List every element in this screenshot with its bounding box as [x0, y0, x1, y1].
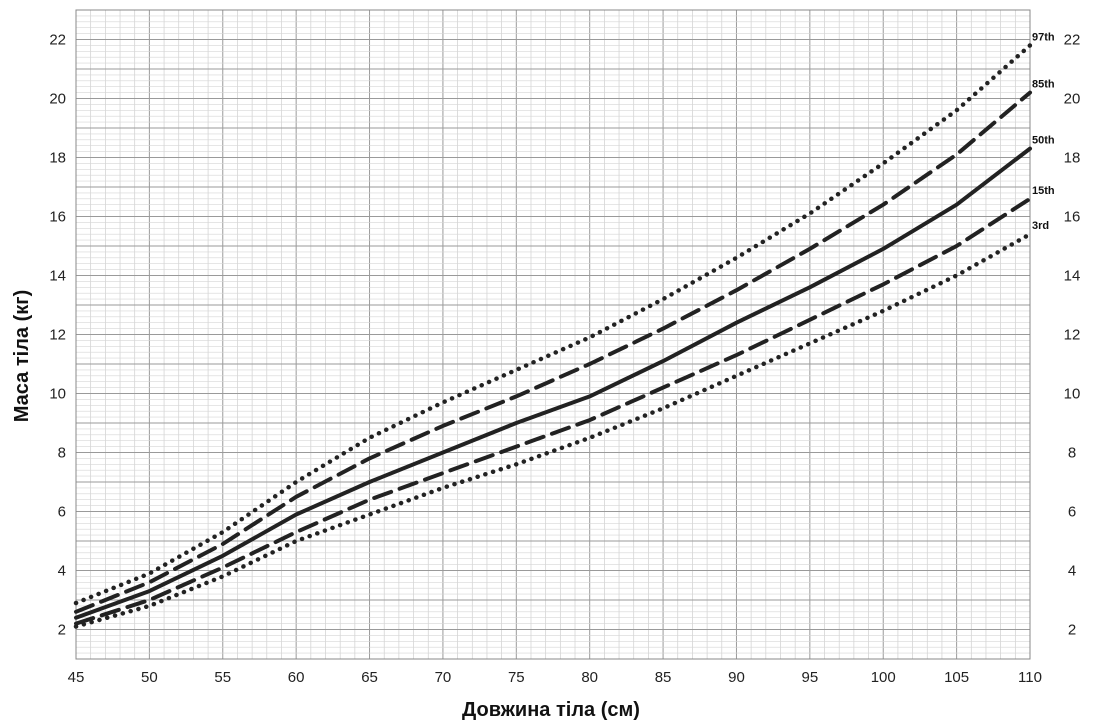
y-tick-label-right: 2	[1068, 622, 1076, 639]
series-label-85th: 85th	[1032, 79, 1055, 91]
y-tick-label-left: 12	[49, 327, 66, 344]
series-line-85th	[74, 90, 1032, 614]
series-label-15th: 15th	[1032, 185, 1055, 197]
y-tick-label-left: 14	[49, 268, 66, 285]
x-tick-label: 45	[68, 669, 85, 686]
x-tick-label: 105	[944, 669, 969, 686]
grid	[75, 9, 1031, 660]
y-tick-label-right: 4	[1068, 563, 1076, 580]
y-tick-label-right: 10	[1064, 386, 1081, 403]
x-tick-label: 110	[1018, 669, 1042, 686]
y-tick-label-right: 6	[1068, 504, 1076, 521]
x-tick-label: 100	[871, 669, 896, 686]
y-tick-label-left: 16	[49, 209, 66, 226]
series-line-3rd	[73, 231, 1033, 629]
series-lines	[73, 43, 1033, 629]
x-tick-label: 80	[581, 669, 598, 686]
y-tick-label-left: 20	[49, 91, 66, 108]
y-tick-label-left: 18	[49, 150, 66, 167]
y-tick-label-right: 16	[1064, 209, 1081, 226]
plot-border	[75, 9, 1031, 660]
series-label-50th: 50th	[1032, 135, 1055, 147]
y-tick-label-left: 22	[49, 32, 66, 49]
series-label-3rd: 3rd	[1032, 220, 1049, 232]
x-tick-label: 65	[361, 669, 378, 686]
x-tick-label: 75	[508, 669, 525, 686]
series-label-97th: 97th	[1032, 31, 1055, 43]
y-tick-label-right: 8	[1068, 445, 1076, 462]
y-tick-label-left: 6	[58, 504, 66, 521]
y-tick-label-left: 4	[58, 563, 66, 580]
series-line-97th	[73, 43, 1033, 606]
series-labels: 97th 85th 50th 15th 3rd	[1032, 31, 1055, 232]
x-tick-label: 90	[728, 669, 745, 686]
y-tick-label-right: 18	[1064, 150, 1081, 167]
y-tick-label-left: 10	[49, 386, 66, 403]
x-tick-label: 60	[288, 669, 305, 686]
series-line-15th	[74, 196, 1032, 626]
x-tick-label: 70	[435, 669, 452, 686]
y-tick-label-right: 20	[1064, 91, 1081, 108]
y-tick-label-right: 14	[1064, 268, 1081, 285]
y-tick-label-left: 8	[58, 445, 66, 462]
x-tick-label: 50	[141, 669, 158, 686]
x-tick-label: 55	[214, 669, 231, 686]
y-axis-title: Маса тіла (кг)	[11, 290, 33, 422]
y-tick-label-left: 2	[58, 622, 66, 639]
y-tick-label-right: 22	[1064, 32, 1081, 49]
x-axis-title: Довжина тіла (см)	[462, 699, 640, 721]
x-tick-label: 85	[655, 669, 672, 686]
x-tick-label: 95	[802, 669, 819, 686]
y-tick-label-right: 12	[1064, 327, 1081, 344]
series-line-50th	[74, 146, 1032, 620]
